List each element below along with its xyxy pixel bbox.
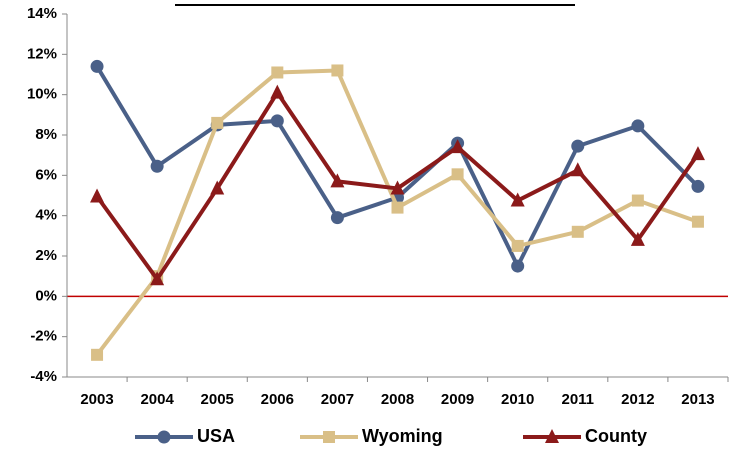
x-tick-label: 2003 — [80, 391, 113, 408]
x-tick-label: 2004 — [140, 391, 174, 408]
point — [691, 179, 705, 193]
legend-label: Wyoming — [362, 426, 443, 446]
point — [150, 271, 165, 286]
y-tick-label: -4% — [30, 368, 57, 385]
point — [691, 215, 704, 228]
point — [451, 168, 464, 181]
point — [271, 66, 284, 79]
y-tick-label: 2% — [35, 247, 57, 264]
point — [571, 139, 585, 153]
point — [631, 194, 644, 207]
x-tick-label: 2013 — [681, 391, 714, 408]
y-tick-label: 0% — [35, 287, 57, 304]
point — [391, 201, 404, 214]
point — [571, 225, 584, 238]
y-tick-label: 12% — [27, 45, 57, 62]
point — [91, 348, 104, 361]
point — [450, 139, 465, 154]
legend-marker — [323, 431, 335, 443]
point — [511, 259, 525, 273]
point — [331, 64, 344, 77]
point — [150, 159, 164, 173]
point — [270, 114, 284, 128]
point — [330, 173, 345, 188]
point — [690, 146, 705, 161]
legend-marker — [157, 430, 171, 444]
point — [90, 188, 105, 203]
legend-label: USA — [197, 426, 235, 446]
point — [510, 192, 525, 207]
point — [570, 162, 585, 177]
point — [390, 180, 405, 195]
x-tick-label: 2006 — [261, 391, 294, 408]
point — [210, 180, 225, 195]
x-tick-label: 2008 — [381, 391, 414, 408]
point — [330, 211, 344, 225]
y-tick-label: 6% — [35, 166, 57, 183]
x-tick-label: 2009 — [441, 391, 474, 408]
point — [90, 59, 104, 73]
x-tick-label: 2007 — [321, 391, 354, 408]
x-tick-label: 2012 — [621, 391, 654, 408]
legend-label: County — [585, 426, 647, 446]
x-tick-label: 2010 — [501, 391, 534, 408]
legend-marker — [545, 429, 559, 443]
point — [211, 116, 224, 129]
x-tick-label: 2011 — [561, 391, 594, 408]
point — [511, 239, 524, 252]
y-tick-label: -2% — [30, 328, 57, 345]
y-tick-label: 14% — [27, 5, 57, 22]
point — [270, 84, 285, 99]
x-tick-label: 2005 — [201, 391, 234, 408]
y-tick-label: 10% — [27, 86, 57, 103]
y-tick-label: 4% — [35, 207, 57, 224]
y-tick-label: 8% — [35, 126, 57, 143]
point — [630, 231, 645, 246]
point — [631, 119, 645, 133]
